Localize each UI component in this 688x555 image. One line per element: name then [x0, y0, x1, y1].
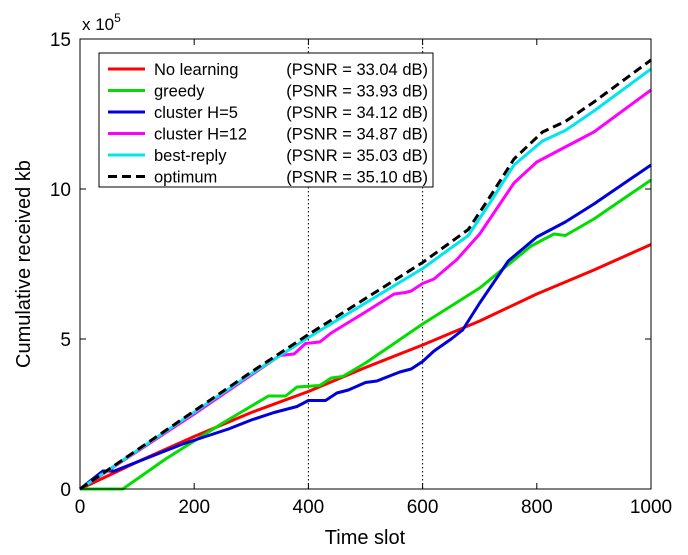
y-multiplier: x 105	[82, 11, 121, 34]
y-axis-label: Cumulative received kb	[13, 160, 35, 368]
plot-frame	[79, 38, 652, 490]
legend-label: cluster H=12	[154, 126, 247, 144]
legend-psnr: (PSNR = 33.93 dB)	[286, 83, 428, 101]
y-tick-label: 0	[60, 480, 71, 501]
y-multiplier-base: x 10	[82, 15, 114, 34]
legend-entry-5: best-reply (PSNR = 35.03 dB)	[108, 147, 428, 165]
legend-entry-6: optimum (PSNR = 35.10 dB)	[108, 169, 428, 187]
x-tick-labels: 0 200 400 600 800 1000	[75, 497, 672, 518]
x-tick-label: 600	[407, 497, 439, 518]
y-tick-labels: 0 5 10 15	[50, 30, 71, 501]
x-tick-label: 0	[75, 497, 86, 518]
legend-psnr: (PSNR = 34.87 dB)	[286, 126, 428, 144]
legend-label: No learning	[154, 61, 238, 79]
x-tick-label: 800	[521, 497, 553, 518]
legend-psnr: (PSNR = 34.12 dB)	[286, 104, 428, 122]
series-line-5	[79, 67, 652, 491]
x-tick-label: 400	[293, 497, 325, 518]
legend-label: optimum	[154, 169, 217, 187]
series-line-1	[79, 243, 652, 491]
legend-label: greedy	[154, 83, 205, 101]
x-tick-label: 1000	[630, 497, 672, 518]
legend-entry-3: cluster H=5 (PSNR = 34.12 dB)	[108, 104, 428, 122]
x-axis-label: Time slot	[325, 527, 406, 549]
legend-box	[98, 52, 434, 188]
legend-label: best-reply	[154, 147, 227, 165]
y-multiplier-exponent: 5	[114, 11, 121, 25]
axis-ticks	[79, 38, 652, 490]
legend-label: cluster H=5	[154, 104, 238, 122]
series-layer	[79, 58, 652, 491]
series-line-6	[79, 58, 652, 491]
legend-entry-4: cluster H=12 (PSNR = 34.87 dB)	[108, 126, 428, 144]
legend-psnr: (PSNR = 35.03 dB)	[286, 147, 428, 165]
legend-psnr: (PSNR = 35.10 dB)	[286, 169, 428, 187]
x-tick-label: 200	[178, 497, 210, 518]
y-tick-label: 15	[50, 30, 71, 51]
y-tick-label: 10	[50, 180, 71, 201]
series-line-3	[79, 163, 652, 491]
series-line-2	[80, 178, 652, 491]
legend-entry-2: greedy (PSNR = 33.93 dB)	[108, 83, 428, 101]
legend: No learning (PSNR = 33.04 dB) greedy (PSNR …	[98, 52, 434, 188]
legend-psnr: (PSNR = 33.04 dB)	[286, 61, 428, 79]
legend-entry-1: No learning (PSNR = 33.04 dB)	[108, 61, 428, 79]
y-tick-label: 5	[60, 330, 71, 351]
